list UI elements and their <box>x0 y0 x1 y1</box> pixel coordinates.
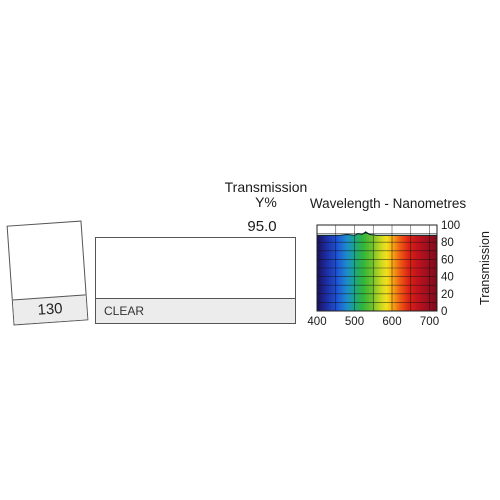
y-tick-label: 80 <box>441 237 454 249</box>
filter-number: 130 <box>12 294 88 325</box>
y-tick-label: 20 <box>441 289 454 301</box>
chart-title: Wavelength - Nanometres <box>310 196 467 211</box>
plot-frame <box>316 224 438 312</box>
gridlines <box>317 225 437 311</box>
transmission-unit: Y% <box>255 194 277 210</box>
x-tick-label: 400 <box>307 316 326 328</box>
filter-name: CLEAR <box>96 298 295 323</box>
y-tick-label: 40 <box>441 272 454 284</box>
transmission-title: Transmission <box>224 179 308 195</box>
transmission-curve <box>317 231 437 236</box>
transmission-heading: Transmission Y% <box>212 180 320 210</box>
transmission-chart: Wavelength - Nanometres 0 20 40 60 80 100 400… <box>307 196 492 328</box>
y-tick-label: 0 <box>441 306 447 318</box>
x-tick-labels: 400 500 600 700 <box>307 316 439 328</box>
y-tick-label: 100 <box>441 220 460 232</box>
x-tick-label: 500 <box>345 316 364 328</box>
filter-sample-box: CLEAR <box>95 237 296 324</box>
x-tick-label: 700 <box>420 316 439 328</box>
y-axis-label: Transmission <box>478 231 492 305</box>
spectrum-area <box>317 231 437 311</box>
x-tick-label: 600 <box>382 316 401 328</box>
y-tick-labels: 0 20 40 60 80 100 <box>441 220 460 318</box>
transmission-value: 95.0 <box>247 218 277 235</box>
swatch-card: 130 <box>6 220 89 326</box>
y-tick-label: 60 <box>441 254 454 266</box>
